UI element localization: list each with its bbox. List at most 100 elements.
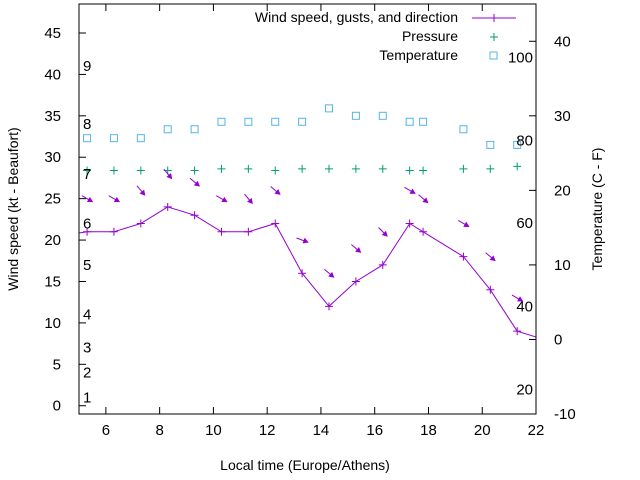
x-tick-label: 6 <box>102 422 110 439</box>
wind-speed-point <box>109 227 118 236</box>
wind-speed-point <box>513 327 522 336</box>
temperature-point <box>513 140 522 149</box>
wind-direction-arrow <box>270 186 281 195</box>
beaufort-label: 3 <box>83 340 91 357</box>
wind-speed-point <box>459 252 468 261</box>
wind-speed-point <box>136 219 145 228</box>
wind-direction-arrow <box>216 195 228 203</box>
pressure-point <box>486 164 495 173</box>
x-tick-label: 16 <box>366 422 383 439</box>
y2-axis-title: Temperature (C - F) <box>589 148 605 271</box>
pressure-point <box>351 164 360 173</box>
fahrenheit-label: 40 <box>516 299 533 316</box>
wind-speed-point <box>419 227 428 236</box>
pressure-point <box>405 166 414 175</box>
pressure-point <box>83 166 92 175</box>
temperature-point <box>217 117 226 126</box>
legend-swatch-pressure <box>490 33 498 41</box>
plot-area <box>79 104 536 338</box>
beaufort-label: 7 <box>83 166 91 183</box>
y-tick-label: 0 <box>53 398 61 415</box>
temperature-point <box>109 134 118 143</box>
wind-speed-point <box>298 269 307 278</box>
wind-direction-arrow <box>485 252 496 262</box>
fahrenheit-label: 60 <box>516 215 533 232</box>
y-tick-label: 15 <box>44 273 61 290</box>
temperature-point <box>136 134 145 143</box>
wind-speed-point <box>351 277 360 286</box>
x-tick-label: 10 <box>205 422 222 439</box>
temperature-point <box>190 125 199 134</box>
pressure-point <box>325 164 334 173</box>
wind-speed-point <box>83 227 92 236</box>
temperature-point <box>351 111 360 120</box>
temperature-point <box>83 134 92 143</box>
wind-direction-arrow <box>189 177 200 187</box>
beaufort-label: 2 <box>83 365 91 382</box>
wind-direction-arrow <box>418 194 429 204</box>
pressure-point <box>459 164 468 173</box>
beaufort-label: 6 <box>83 215 91 232</box>
y-tick-label: 5 <box>53 356 61 373</box>
y2-tick-label: 0 <box>554 331 562 348</box>
x-tick-label: 20 <box>474 422 491 439</box>
pressure-point <box>244 164 253 173</box>
wind-speed-point <box>271 219 280 228</box>
wind-speed-point <box>325 302 334 311</box>
fahrenheit-label: 20 <box>516 381 533 398</box>
beaufort-label: 8 <box>83 116 91 133</box>
temperature-point <box>486 140 495 149</box>
temperature-point <box>378 111 387 120</box>
wind-direction-arrow <box>296 237 309 244</box>
temperature-point <box>459 125 468 134</box>
y2-tick-label: -10 <box>554 406 576 423</box>
pressure-point <box>136 166 145 175</box>
wind-direction-arrow <box>136 185 146 196</box>
legend-swatch-wind-marker <box>490 14 498 22</box>
wind-direction-arrow <box>324 268 335 278</box>
wind-speed-point <box>244 227 253 236</box>
wind-direction-arrow <box>81 195 94 203</box>
pressure-point <box>190 166 199 175</box>
temperature-point <box>419 117 428 126</box>
legend-label-temperature: Temperature <box>379 47 458 63</box>
y-tick-label: 30 <box>44 149 61 166</box>
wind-direction-arrow <box>350 244 362 253</box>
y2-tick-label: 40 <box>554 33 571 50</box>
x-tick-label: 14 <box>313 422 330 439</box>
y-tick-label: 35 <box>44 108 61 125</box>
wind-direction-arrow <box>378 227 388 237</box>
y-tick-label: 45 <box>44 25 61 42</box>
pressure-point <box>271 166 280 175</box>
pressure-point <box>419 166 428 175</box>
x-axis-title: Local time (Europe/Athens) <box>220 457 390 473</box>
x-tick-label: 8 <box>155 422 163 439</box>
y2-tick-label: 10 <box>554 257 571 274</box>
legend-swatch-temperature <box>489 51 498 60</box>
beaufort-label: 9 <box>83 58 91 75</box>
y-axis-title: Wind speed (kt - Beaufort) <box>5 127 21 290</box>
wind-speed-point <box>486 285 495 294</box>
x-tick-label: 12 <box>259 422 276 439</box>
beaufort-label: 4 <box>83 307 91 324</box>
pressure-point <box>109 166 118 175</box>
y2-tick-label: 20 <box>554 182 571 199</box>
plot-frame <box>78 3 537 415</box>
beaufort-label: 5 <box>83 257 91 274</box>
x-tick-label: 18 <box>420 422 437 439</box>
wind-direction-arrow <box>511 294 524 302</box>
temperature-point <box>405 117 414 126</box>
wind-speed-point <box>163 202 172 211</box>
series-layer <box>79 104 536 338</box>
y-tick-label: 20 <box>44 232 61 249</box>
y2-tick-label: 30 <box>554 108 571 125</box>
tick-labels: 6 8 10 12 14 16 18 20 22051015202530354045-10010… <box>44 25 575 439</box>
temperature-point <box>271 117 280 126</box>
pressure-point <box>378 164 387 173</box>
pressure-point <box>217 164 226 173</box>
wind-speed-point <box>217 227 226 236</box>
temperature-point <box>325 104 334 113</box>
wind-speed-point <box>378 260 387 269</box>
